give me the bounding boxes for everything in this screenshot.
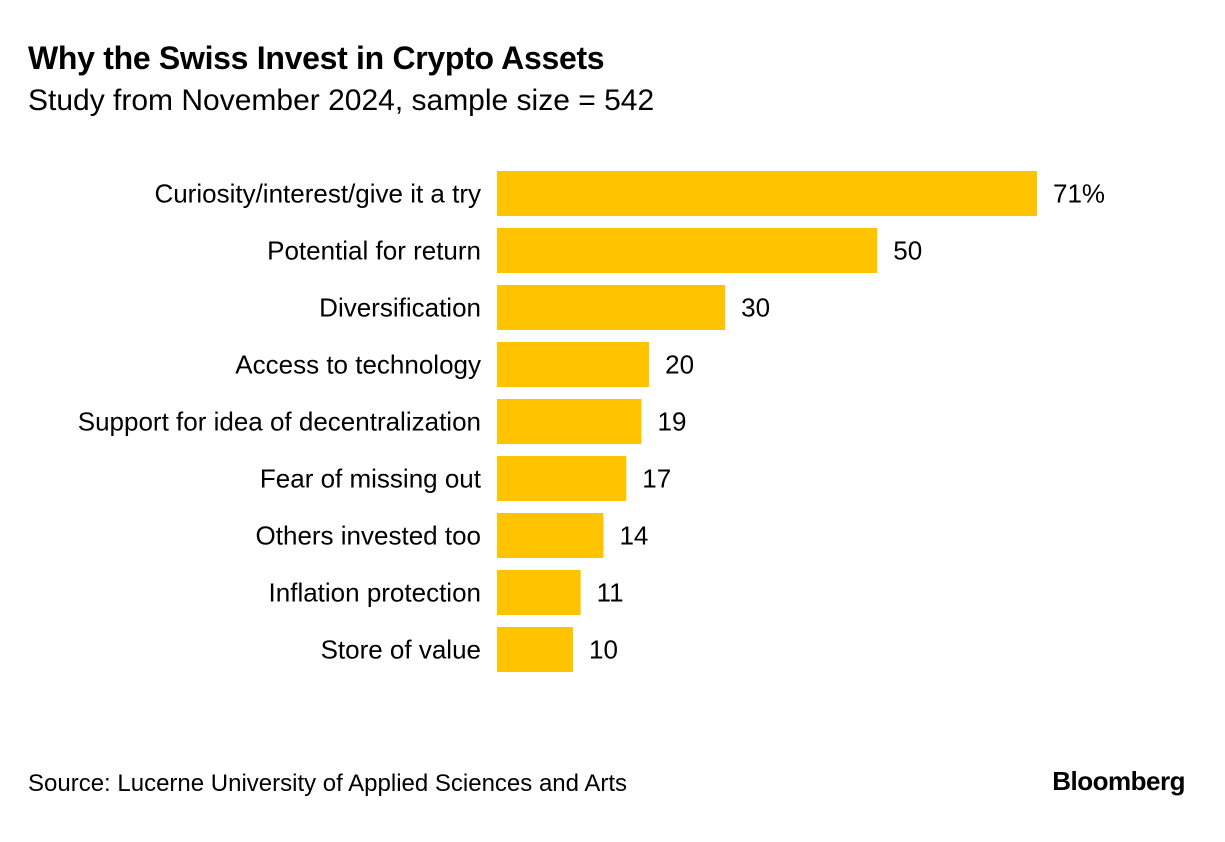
bar (497, 399, 642, 444)
bar (497, 570, 581, 615)
chart-title: Why the Swiss Invest in Crypto Assets (28, 40, 605, 76)
value-label: 19 (658, 407, 687, 437)
bar (497, 285, 726, 330)
value-label: 14 (619, 521, 648, 551)
category-label: Others invested too (256, 521, 481, 551)
bar (497, 228, 878, 273)
value-label: 30 (741, 293, 770, 323)
bar (497, 627, 574, 672)
chart-subtitle: Study from November 2024, sample size = … (28, 84, 655, 117)
bloomberg-logo: Bloomberg (1052, 766, 1185, 796)
value-label: 17 (642, 464, 671, 494)
category-label: Potential for return (267, 236, 481, 266)
value-label: 71% (1053, 179, 1105, 209)
bar (497, 513, 604, 558)
value-label: 11 (597, 578, 624, 608)
value-label: 20 (665, 350, 694, 380)
category-label: Access to technology (235, 350, 481, 380)
category-label: Diversification (319, 293, 481, 323)
category-label: Inflation protection (269, 578, 481, 608)
category-label: Support for idea of decentralization (78, 407, 481, 437)
value-label: 10 (589, 635, 618, 665)
bar (497, 342, 650, 387)
category-label: Store of value (321, 635, 481, 665)
category-label: Fear of missing out (260, 464, 482, 494)
source-note: Source: Lucerne University of Applied Sc… (28, 770, 627, 797)
category-label: Curiosity/interest/give it a try (154, 179, 481, 209)
bar-chart: Curiosity/interest/give it a try 71% Poten… (78, 171, 1105, 672)
bar (497, 171, 1037, 216)
value-label: 50 (893, 236, 922, 266)
bar (497, 456, 627, 501)
